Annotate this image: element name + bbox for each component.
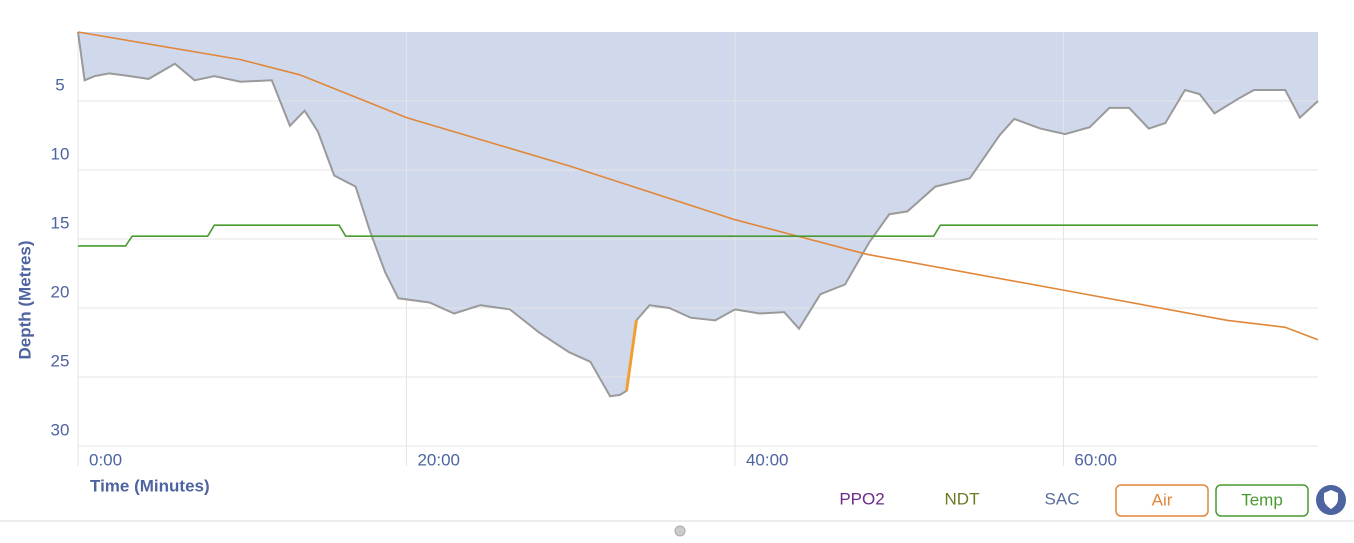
legend-toggle[interactable]: SAC — [1045, 489, 1080, 508]
y-tick-label: 10 — [51, 144, 70, 163]
resize-handle[interactable] — [674, 525, 686, 537]
legend-box[interactable] — [1215, 484, 1309, 517]
depth-area — [78, 32, 1318, 397]
legend-toggle[interactable]: NDT — [945, 489, 980, 508]
legend-label[interactable]: Temp — [1241, 490, 1283, 509]
ascent-warning — [625, 320, 638, 392]
legend-box[interactable] — [1115, 484, 1209, 517]
x-tick-label: 0:00 — [89, 450, 122, 469]
y-tick-label: 5 — [55, 75, 64, 94]
legend-toggle[interactable]: PPO2 — [839, 489, 884, 508]
y-tick-label: 20 — [51, 282, 70, 301]
x-tick-label: 40:00 — [746, 450, 789, 469]
depth-line — [77, 31, 1319, 398]
y-axis-label: Depth (Metres) — [15, 240, 34, 359]
series-line — [77, 31, 1319, 341]
y-tick-label: 30 — [51, 420, 70, 439]
y-tick-label: 25 — [51, 351, 70, 370]
x-tick-label: 60:00 — [1074, 450, 1117, 469]
x-tick-label: 20:00 — [417, 450, 460, 469]
x-axis-label: Time (Minutes) — [90, 476, 210, 495]
legend-label[interactable]: Air — [1152, 490, 1173, 509]
series-line — [78, 224, 1318, 247]
shield-button[interactable] — [1316, 485, 1346, 515]
y-tick-label: 15 — [51, 213, 70, 232]
